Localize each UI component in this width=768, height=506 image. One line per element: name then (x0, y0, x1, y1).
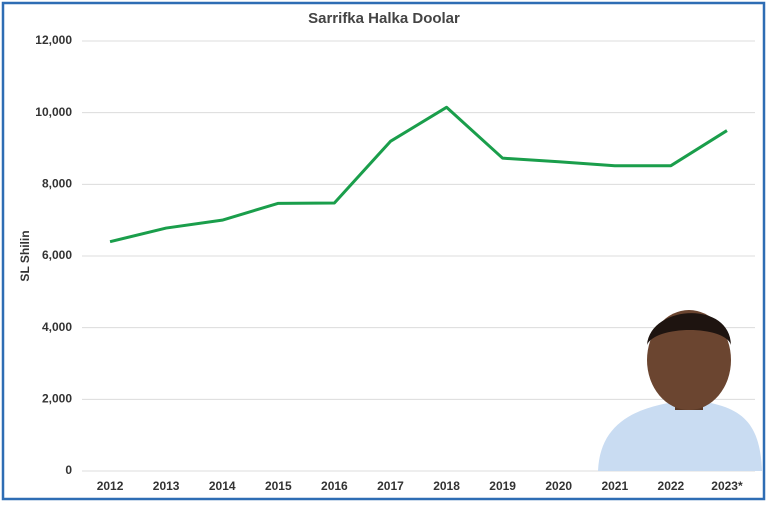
y-tick-label: 10,000 (35, 105, 72, 119)
y-tick-label: 0 (65, 463, 72, 477)
x-tick-label: 2014 (209, 479, 236, 493)
y-tick-label: 4,000 (42, 320, 72, 334)
chart-title: Sarrifka Halka Doolar (308, 10, 460, 27)
x-tick-label: 2021 (601, 479, 628, 493)
x-tick-label: 2018 (433, 479, 460, 493)
y-axis-label: SL Shilin (18, 230, 32, 281)
y-tick-label: 8,000 (42, 177, 72, 191)
x-tick-label: 2012 (97, 479, 124, 493)
x-tick-label: 2016 (321, 479, 348, 493)
y-tick-label: 6,000 (42, 248, 72, 262)
x-tick-label: 2017 (377, 479, 404, 493)
portrait (598, 310, 762, 471)
x-tick-label: 2015 (265, 479, 292, 493)
x-tick-label: 2022 (658, 479, 685, 493)
x-tick-label: 2020 (545, 479, 572, 493)
y-tick-label: 2,000 (42, 392, 72, 406)
series-line (109, 105, 728, 244)
y-tick-label: 12,000 (35, 33, 72, 47)
x-tick-label: 2023* (711, 479, 743, 493)
x-tick-label: 2019 (489, 479, 516, 493)
x-tick-label: 2013 (153, 479, 180, 493)
